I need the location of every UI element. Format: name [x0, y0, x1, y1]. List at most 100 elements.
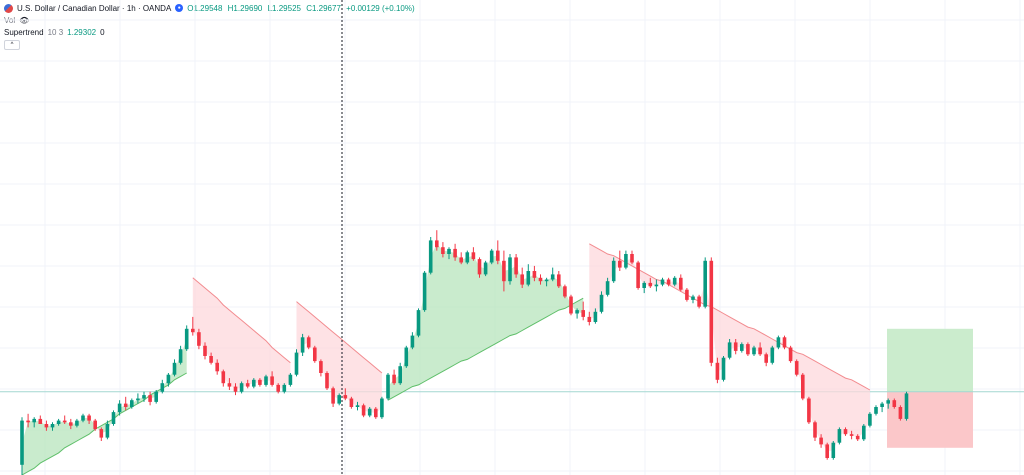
candle-body — [227, 383, 232, 387]
candle-body — [538, 277, 543, 282]
candle-body — [636, 262, 640, 288]
candle-body — [715, 362, 720, 380]
candle-body — [892, 400, 897, 407]
candle-body — [233, 386, 238, 392]
candle-body — [93, 420, 97, 430]
candle-body — [849, 434, 854, 436]
candle-body — [868, 413, 872, 426]
candle-body — [276, 384, 280, 392]
candle-body — [111, 412, 116, 424]
candle-body — [343, 395, 348, 399]
candle-body — [782, 337, 787, 348]
candle-body — [294, 352, 299, 375]
indicator-extra: 0 — [100, 27, 105, 37]
candle-body — [721, 357, 726, 380]
high-value: H1.29690 — [227, 3, 263, 13]
candle-body — [62, 420, 67, 423]
change-value: +0.00129 (+0.10%) — [346, 3, 415, 13]
candle-body — [398, 366, 402, 384]
candle-body — [154, 391, 158, 402]
candle-body — [709, 260, 714, 363]
candle-body — [245, 383, 250, 387]
candle-body — [56, 420, 61, 424]
candle-body — [69, 422, 73, 426]
close-value: C1.29677 — [306, 3, 341, 13]
candle-body — [563, 286, 567, 297]
candle-body — [831, 442, 836, 458]
indicator-value: 1.29302 — [67, 27, 97, 37]
candle-body — [642, 282, 646, 288]
collapse-legend-button[interactable]: ^ — [4, 40, 20, 50]
supertrend-line-down — [589, 243, 871, 391]
candle-body — [465, 252, 470, 263]
candle-body — [758, 347, 762, 355]
candle-body — [270, 376, 274, 385]
candle-body — [349, 398, 354, 407]
low-value: L1.29525 — [267, 3, 301, 13]
candle-body — [166, 374, 171, 384]
candle-body — [184, 328, 189, 350]
candle-body — [435, 240, 439, 248]
candle-body — [611, 260, 616, 282]
candle-body — [679, 277, 683, 290]
candle-body — [801, 374, 805, 399]
candle-body — [172, 362, 177, 375]
candle-body — [215, 362, 219, 372]
candle-body — [654, 284, 659, 287]
candle-body — [117, 403, 122, 413]
candle-body — [825, 444, 829, 458]
candle-body — [904, 393, 909, 419]
candle-body — [557, 274, 561, 287]
supertrend-fill-up — [388, 243, 584, 401]
indicator-params: 10 3 — [47, 27, 64, 37]
candle-body — [532, 271, 537, 278]
candle-body — [178, 349, 183, 363]
candle-body — [605, 281, 610, 295]
candle-body — [258, 379, 262, 385]
position-zones — [0, 328, 1024, 448]
data-feed-icon: ● — [175, 4, 184, 12]
candle-body — [764, 354, 768, 363]
symbol-title[interactable]: U.S. Dollar / Canadian Dollar · 1h · OAN… — [17, 3, 172, 13]
candle-body — [624, 254, 628, 268]
candle-body — [75, 420, 79, 426]
candle-body — [32, 418, 36, 423]
candle-body — [148, 395, 152, 402]
candle-body — [575, 310, 579, 314]
candle-body — [819, 437, 823, 445]
candle-body — [569, 296, 573, 314]
candle-body — [733, 342, 738, 351]
candle-body — [410, 335, 415, 348]
candle-body — [691, 296, 695, 300]
candle-body — [496, 250, 500, 261]
take-profit-zone — [887, 328, 973, 392]
candle-body — [99, 429, 104, 438]
candle-body — [483, 262, 488, 275]
candle-body — [252, 379, 256, 387]
candle-body — [288, 374, 293, 385]
candle-body — [685, 289, 689, 300]
candle-body — [191, 328, 195, 333]
candle-body — [794, 361, 799, 375]
candle-body — [550, 274, 555, 280]
candle-body — [337, 395, 341, 404]
candle-body — [331, 388, 335, 404]
candle-body — [380, 398, 384, 418]
supertrend-line-up — [21, 372, 187, 475]
indicator-name[interactable]: Supertrend — [4, 27, 44, 37]
candle-body — [282, 384, 287, 392]
candle-body — [50, 424, 55, 428]
candle-body — [471, 252, 476, 260]
candle-body — [489, 250, 494, 263]
candle-body — [666, 279, 671, 285]
candle-body — [453, 248, 457, 258]
candle-body — [386, 374, 390, 399]
candle-body — [697, 296, 701, 307]
candle-body — [502, 260, 506, 282]
candle-body — [752, 347, 756, 355]
candle-body — [898, 407, 903, 419]
candle-body — [648, 282, 653, 287]
candle-body — [361, 405, 366, 416]
